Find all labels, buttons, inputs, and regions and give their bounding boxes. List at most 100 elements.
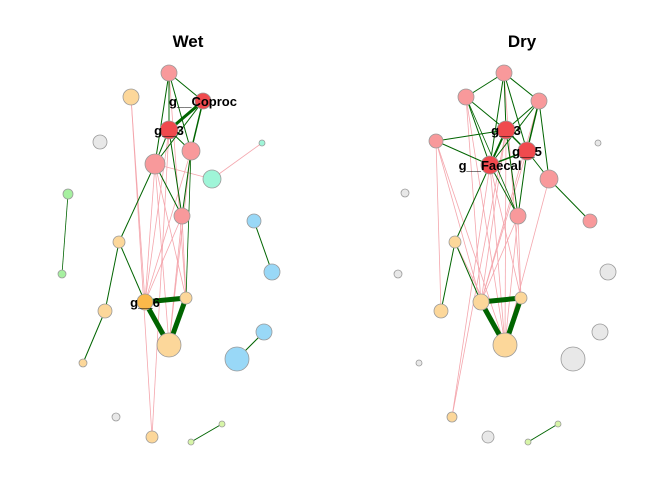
dry-node-4 <box>517 141 537 161</box>
dry-node-12 <box>448 235 462 249</box>
wet-node-25 <box>218 420 226 428</box>
wet-node-23 <box>145 430 159 444</box>
dry-node-17 <box>599 263 617 281</box>
dry-node-13 <box>472 293 490 311</box>
wet-negative-edge <box>130 96 153 438</box>
dry-negative-edge <box>451 164 491 418</box>
wet-positive-edge <box>154 72 170 165</box>
wet-node-24 <box>187 438 195 446</box>
wet-node-20 <box>57 269 67 279</box>
dry-negative-edge <box>504 129 507 346</box>
dry-positive-edge <box>538 100 550 180</box>
wet-node-label: g__Coproc <box>169 94 237 109</box>
wet-positive-edge <box>168 129 183 217</box>
dry-node-1 <box>457 88 475 106</box>
dry-negative-edge <box>480 215 519 303</box>
dry-negative-edge <box>451 129 507 418</box>
panel-title-dry: Dry <box>508 32 537 51</box>
wet-node-14 <box>97 303 113 319</box>
dry-node-label: g__3 <box>491 123 521 138</box>
dry-node-11 <box>582 213 598 229</box>
wet-negative-edge <box>144 129 170 303</box>
network-panel-wet: Wet g__Coproc g__3 g__6 <box>57 32 281 446</box>
dry-positive-edge <box>454 164 491 243</box>
wet-nodes <box>57 64 281 446</box>
wet-positive-edge <box>190 423 223 443</box>
wet-node-10 <box>173 207 191 225</box>
wet-node-8 <box>258 139 266 147</box>
dry-negative-edge <box>517 215 522 299</box>
dry-node-20 <box>393 269 403 279</box>
wet-node-3 <box>122 88 140 106</box>
dry-negative-edge <box>503 72 522 299</box>
wet-positive-edge <box>82 310 106 364</box>
wet-node-21 <box>78 358 88 368</box>
dry-positive-edge <box>454 241 482 303</box>
dry-positive-edge <box>489 72 505 166</box>
wet-positive-edge <box>181 150 192 217</box>
wet-negative-edge <box>168 150 192 346</box>
dry-node-label: g__Faecal <box>459 158 522 173</box>
dry-positive-edge <box>503 72 507 131</box>
wet-negative-edge <box>211 142 263 180</box>
dry-node-label: g__5 <box>512 144 542 159</box>
dry-node-24 <box>524 438 532 446</box>
dry-node-0 <box>495 64 513 82</box>
wet-node-2 <box>159 120 179 140</box>
dry-negative-edge <box>465 96 482 303</box>
dry-node-10 <box>509 207 527 225</box>
wet-node-11 <box>112 235 126 249</box>
wet-positive-edge <box>118 241 146 303</box>
dry-nodes <box>393 64 617 446</box>
wet-negative-edge <box>144 163 156 303</box>
dry-node-15 <box>433 303 449 319</box>
dry-node-3 <box>496 120 516 140</box>
wet-node-1 <box>194 92 212 110</box>
dry-node-5 <box>480 155 500 175</box>
dry-negative-edge <box>435 140 506 346</box>
dry-node-21 <box>415 359 423 367</box>
wet-node-19 <box>224 346 250 372</box>
dry-positive-edge <box>527 423 559 443</box>
wet-node-label: g__6 <box>130 295 160 310</box>
wet-node-7 <box>202 169 222 189</box>
dry-node-6 <box>428 133 444 149</box>
dry-node-14 <box>514 291 528 305</box>
dry-node-labels: g__3 g__5g__Faecal <box>459 123 542 173</box>
dry-positive-edge <box>505 129 519 217</box>
dry-positive-edge <box>517 150 528 217</box>
wet-node-5 <box>181 141 201 161</box>
dry-positive-edge <box>465 96 491 166</box>
network-panel-dry: Dry g__3 g__5g__Faecal <box>393 32 617 446</box>
panel-title-wet: Wet <box>173 32 204 51</box>
wet-positive-edge <box>253 220 273 273</box>
dry-node-16 <box>492 332 518 358</box>
wet-negative-edge <box>144 215 183 303</box>
dry-positive-edge <box>440 241 456 312</box>
dry-negative-edge <box>465 96 506 346</box>
dry-node-19 <box>560 346 586 372</box>
dry-positive-edge <box>435 129 507 142</box>
dry-negative-edge <box>489 164 506 346</box>
dry-node-25 <box>554 420 562 428</box>
dry-node-7 <box>539 169 559 189</box>
wet-node-13 <box>179 291 193 305</box>
dry-node-2 <box>530 92 548 110</box>
wet-positive-edge <box>104 241 120 312</box>
wet-positive-edge <box>154 100 204 165</box>
wet-node-17 <box>263 263 281 281</box>
dry-node-18 <box>591 323 609 341</box>
wet-node-9 <box>62 188 74 200</box>
dry-negative-edge <box>435 140 442 312</box>
wet-node-18 <box>255 323 273 341</box>
dry-negative-edge <box>504 215 519 346</box>
dry-positive-edge <box>435 140 491 166</box>
wet-positive-edge <box>168 72 192 152</box>
dry-node-8 <box>594 139 602 147</box>
wet-node-label: g__3 <box>154 123 184 138</box>
dry-positive-edge <box>489 164 519 217</box>
dry-negative-edge <box>480 129 507 303</box>
wet-node-22 <box>111 412 121 422</box>
wet-positive-edge <box>61 193 69 275</box>
